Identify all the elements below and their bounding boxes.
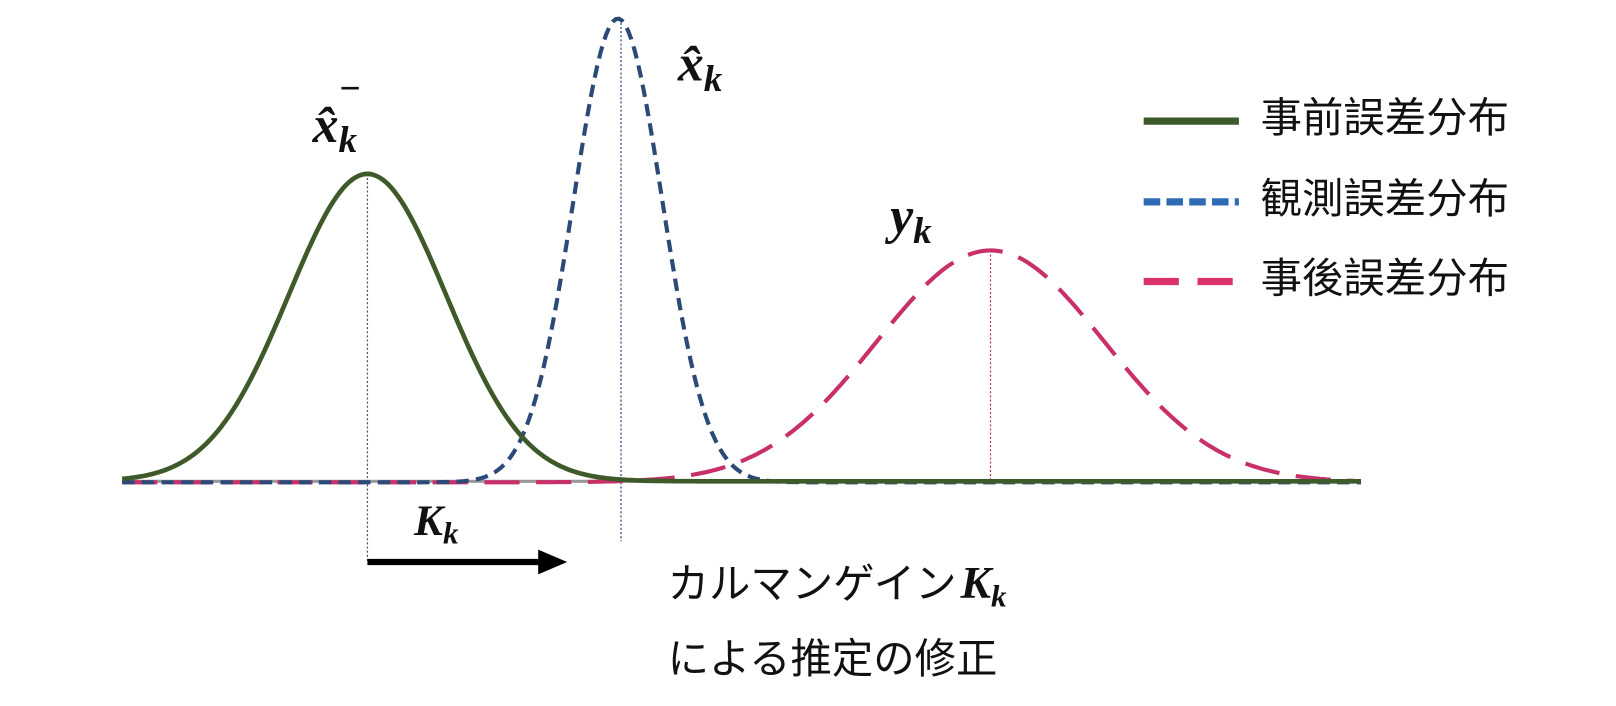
- canvas: x̂k− x̂k yk Kk 事前誤差分布 観測誤差分布 事後誤差分布 カルマン…: [121, 16, 1509, 683]
- legend-label: 事前誤差分布: [1261, 94, 1509, 142]
- curve-label: yk: [884, 188, 932, 252]
- symbol: K: [960, 557, 994, 608]
- observation-curve: [122, 16, 1362, 485]
- symbol: K: [413, 497, 446, 545]
- symbol: x̂: [312, 97, 339, 154]
- subscript: k: [338, 120, 357, 161]
- subscript: k: [443, 515, 459, 550]
- subscript: k: [913, 211, 932, 252]
- subscript: k: [991, 579, 1007, 614]
- posterior-curve: [122, 248, 1362, 485]
- caption-text: による推定の修正: [668, 635, 998, 683]
- gain-label: Kk: [413, 497, 459, 550]
- legend-label: 事後誤差分布: [1261, 255, 1509, 303]
- curve-label: x̂k: [677, 36, 723, 100]
- gain-arrow-head: [538, 549, 568, 575]
- symbol: x̂: [677, 36, 704, 93]
- prior-curve: [121, 171, 1362, 484]
- curve-label: x̂k −: [312, 68, 361, 161]
- symbol: y: [884, 188, 914, 245]
- subscript: k: [704, 59, 723, 100]
- superscript: −: [338, 68, 361, 109]
- caption-text: カルマンゲイン: [668, 560, 957, 608]
- caption: カルマンゲインKk: [668, 557, 1007, 613]
- legend-label: 観測誤差分布: [1261, 175, 1509, 223]
